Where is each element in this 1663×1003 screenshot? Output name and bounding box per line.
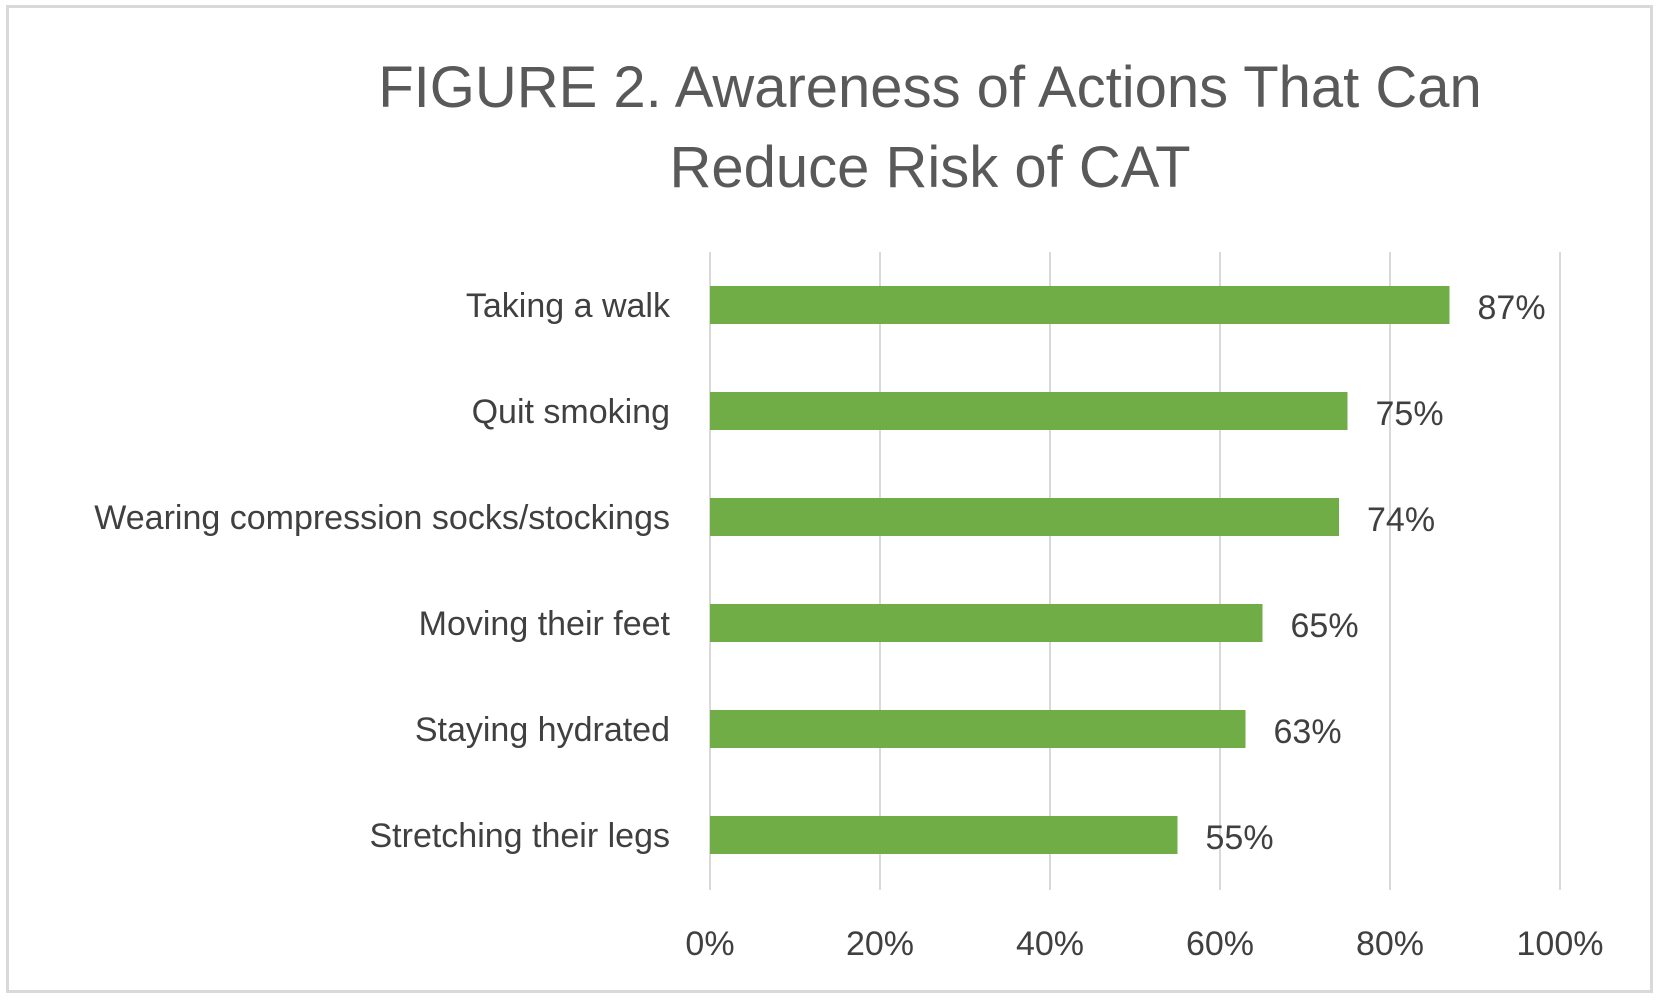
data-label: 74% <box>1367 501 1435 539</box>
bar <box>710 498 1339 536</box>
category-label: Moving their feet <box>419 605 671 643</box>
x-tick-labels: 0% 20% 40% 60% 80% 100% <box>685 925 1603 963</box>
data-labels: 87% 75% 74% 65% 63% 55% <box>1206 289 1546 857</box>
bar <box>710 710 1246 748</box>
bar <box>710 392 1348 430</box>
category-label: Quit smoking <box>472 393 670 431</box>
data-label: 55% <box>1206 819 1274 857</box>
category-label: Wearing compression socks/stockings <box>94 499 670 537</box>
x-tick-label: 0% <box>685 925 734 963</box>
data-label: 65% <box>1291 607 1359 645</box>
chart-title: FIGURE 2. Awareness of Actions That Can … <box>378 55 1482 200</box>
data-label: 87% <box>1478 289 1546 327</box>
data-label: 75% <box>1376 395 1444 433</box>
x-tick-label: 100% <box>1517 925 1604 963</box>
category-label: Stretching their legs <box>370 817 671 855</box>
bar <box>710 816 1178 854</box>
x-tick-label: 40% <box>1016 925 1084 963</box>
data-label: 63% <box>1274 713 1342 751</box>
x-tick-label: 80% <box>1356 925 1424 963</box>
x-tick-label: 20% <box>846 925 914 963</box>
bar <box>710 286 1450 324</box>
gridlines <box>709 252 1561 890</box>
category-label: Staying hydrated <box>415 711 670 749</box>
category-label: Taking a walk <box>466 287 671 325</box>
bar <box>710 604 1263 642</box>
bars <box>710 286 1450 854</box>
x-tick-label: 60% <box>1186 925 1254 963</box>
category-labels: Taking a walk Quit smoking Wearing compres… <box>94 287 671 855</box>
